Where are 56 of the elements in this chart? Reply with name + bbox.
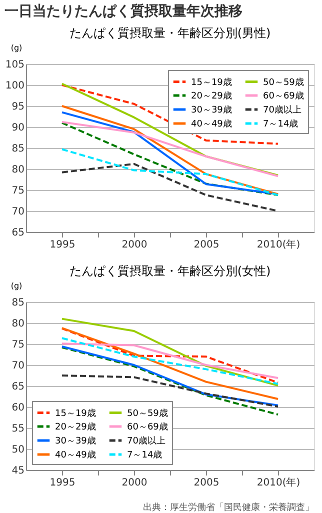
legend-label: 15～19歳 <box>191 76 232 88</box>
legend-label: 15～19歳 <box>55 408 96 419</box>
y-tick-label: 70 <box>12 360 24 372</box>
chart-title: たんぱく質摂取量・年齢区分別(女性) <box>69 264 271 278</box>
x-tick-label: 2010(年) <box>256 238 300 250</box>
legend-label: 50～59歳 <box>127 408 168 419</box>
line-series <box>61 120 279 178</box>
x-tick-label: 2005 <box>194 240 220 250</box>
y-tick-label: 80 <box>12 164 24 176</box>
y-tick-label: 50 <box>12 444 24 456</box>
legend-label: 60～69歳 <box>127 422 168 432</box>
legend-label: 50～59歳 <box>263 76 304 88</box>
legend-label: 60～69歳 <box>263 90 304 102</box>
x-tick-label: 2000 <box>122 478 148 488</box>
legend-label: 20～29歳 <box>191 90 232 102</box>
y-tick-label: 105 <box>5 60 24 70</box>
y-tick-label: 75 <box>12 340 24 350</box>
chart-subtitle: たんぱく質摂取量・年齢区分別(男性) <box>69 26 271 40</box>
y-tick-label: 95 <box>12 102 24 112</box>
x-tick-label: 1995 <box>50 478 76 488</box>
line-series <box>61 374 279 408</box>
line-series <box>61 318 279 387</box>
x-tick-label: 2010(年) <box>256 476 300 488</box>
source-note: 出典：厚生労働省「国民健康・栄養調査」 <box>143 502 314 513</box>
x-tick-label: 2005 <box>194 478 220 488</box>
y-tick-label: 85 <box>12 298 24 308</box>
line-series <box>61 148 279 196</box>
y-axis-title: (g) <box>10 44 22 52</box>
legend-label: 40～49歳 <box>191 118 232 130</box>
legend-label: 40～49歳 <box>55 450 96 460</box>
legend-label: 7～14歳 <box>263 118 298 130</box>
line-series <box>61 327 279 400</box>
x-tick-label: 1995 <box>50 240 76 250</box>
legend-label: 20～29歳 <box>55 422 96 432</box>
legend-label: 70歳以上 <box>263 104 302 116</box>
y-tick-label: 80 <box>12 318 24 330</box>
y-tick-label: 65 <box>12 382 24 392</box>
legend-label: 30～39歳 <box>55 436 96 446</box>
y-tick-label: 65 <box>12 228 24 238</box>
line-series <box>61 327 279 384</box>
y-tick-label: 85 <box>12 144 24 154</box>
y-tick-label: 75 <box>12 186 24 196</box>
y-tick-label: 100 <box>5 80 24 92</box>
y-tick-label: 70 <box>12 206 24 218</box>
y-tick-label: 55 <box>12 424 24 434</box>
y-tick-label: 45 <box>12 466 24 476</box>
chart-title: 一日当たりたんぱく質摂取量年次推移 <box>4 2 242 20</box>
line-series <box>61 342 279 380</box>
y-axis-title: (g) <box>10 282 22 290</box>
x-tick-label: 2000 <box>122 240 148 250</box>
legend-label: 70歳以上 <box>127 436 166 446</box>
legend-label: 30～39歳 <box>191 104 232 116</box>
legend-label: 7～14歳 <box>127 450 162 460</box>
line-series <box>61 337 279 385</box>
y-tick-label: 60 <box>12 402 24 414</box>
y-tick-label: 90 <box>12 122 24 134</box>
